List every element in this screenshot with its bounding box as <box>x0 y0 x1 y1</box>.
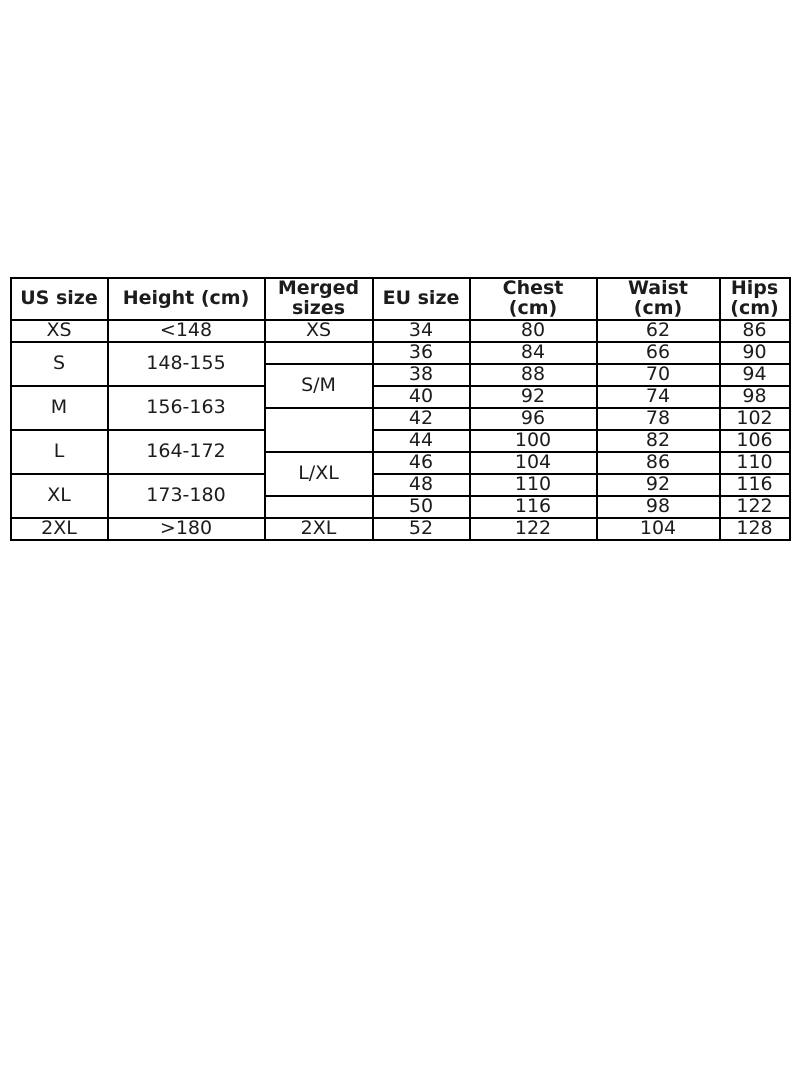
cell-hips: 94 <box>718 362 791 387</box>
cell-chest: 80 <box>468 318 598 343</box>
column-header-height: Height (cm) <box>106 277 266 321</box>
table-row: L/XL 46 104 86 110 <box>11 450 791 497</box>
cell-merged-size-group: S/M <box>263 362 374 409</box>
cell-hips: 98 <box>718 384 791 409</box>
cell-waist: 70 <box>595 362 721 387</box>
column-header-eu-size: EU size <box>371 277 471 321</box>
cell-us-size-group: M <box>9 384 109 431</box>
cell-chest: 122 <box>468 516 598 541</box>
cell-eu-size: 52 <box>371 516 471 541</box>
cell-chest: 110 <box>468 472 598 497</box>
cell-chest: 96 <box>468 406 598 431</box>
cell-us-size-group: XL <box>9 472 109 519</box>
cell-merged-size-group: 2XL <box>263 516 374 541</box>
table-row: 42 96 78 102 <box>11 406 791 453</box>
cell-height-group: >180 <box>106 516 266 541</box>
cell-hips: 116 <box>718 472 791 497</box>
cell-chest: 116 <box>468 494 598 519</box>
table-row: XL 173-180 48 110 92 116 <box>9 472 791 519</box>
cell-waist: 78 <box>595 406 721 431</box>
table-row: XS <148 XS 34 80 62 86 <box>9 318 791 343</box>
cell-us-size-group: 2XL <box>9 516 109 541</box>
cell-waist: 92 <box>595 472 721 497</box>
column-header-chest: Chest (cm) <box>468 277 598 321</box>
table-row: 50 116 98 122 <box>11 494 791 519</box>
cell-eu-size: 40 <box>371 384 471 409</box>
cell-waist: 86 <box>595 450 721 475</box>
cell-hips: 102 <box>718 406 791 431</box>
cell-height-group: 164-172 <box>106 428 266 475</box>
cell-chest: 104 <box>468 450 598 475</box>
cell-eu-size: 46 <box>371 450 471 475</box>
cell-waist: 66 <box>595 340 721 365</box>
cell-waist: 98 <box>595 494 721 519</box>
cell-hips: 122 <box>718 494 791 519</box>
table-row: L 164-172 44 100 82 106 <box>9 428 791 475</box>
cell-height-group: 156-163 <box>106 384 266 431</box>
cell-height-group: <148 <box>106 318 266 343</box>
cell-height-group: 148-155 <box>106 340 266 387</box>
cell-us-size-group: XS <box>9 318 109 343</box>
cell-waist: 62 <box>595 318 721 343</box>
cell-height-group: 173-180 <box>106 472 266 519</box>
cell-hips: 110 <box>718 450 791 475</box>
cell-merged-size-group <box>263 494 374 519</box>
cell-eu-size: 34 <box>371 318 471 343</box>
table-row: S 148-155 36 84 66 90 <box>9 340 791 387</box>
cell-hips: 90 <box>718 340 791 365</box>
cell-eu-size: 50 <box>371 494 471 519</box>
cell-eu-size: 44 <box>371 428 471 453</box>
cell-eu-size: 36 <box>371 340 471 365</box>
column-header-waist: Waist (cm) <box>595 277 721 321</box>
column-header-hips: Hips (cm) <box>718 277 791 321</box>
table-header: US size Height (cm) Merged sizes EU size… <box>9 277 791 321</box>
cell-chest: 88 <box>468 362 598 387</box>
table-body: XS <148 XS 34 80 62 86 S 148-155 36 84 6… <box>9 318 791 541</box>
cell-us-size-group: L <box>9 428 109 475</box>
column-header-us-size: US size <box>9 277 109 321</box>
cell-hips: 106 <box>718 428 791 453</box>
size-chart-table: US size Height (cm) Merged sizes EU size… <box>9 277 791 541</box>
cell-hips: 86 <box>718 318 791 343</box>
cell-us-size-group: S <box>9 340 109 387</box>
cell-eu-size: 38 <box>371 362 471 387</box>
cell-eu-size: 42 <box>371 406 471 431</box>
table-row: 2XL >180 2XL 52 122 104 128 <box>9 516 791 541</box>
cell-chest: 84 <box>468 340 598 365</box>
cell-chest: 92 <box>468 384 598 409</box>
cell-waist: 104 <box>595 516 721 541</box>
table-row: S/M 38 88 70 94 <box>11 362 791 409</box>
cell-merged-size-group: XS <box>263 318 374 343</box>
table-row: M 156-163 40 92 74 98 <box>9 384 791 431</box>
cell-merged-size-group <box>263 340 374 365</box>
header-row: US size Height (cm) Merged sizes EU size… <box>9 277 791 321</box>
cell-merged-size-group: L/XL <box>263 450 374 497</box>
cell-eu-size: 48 <box>371 472 471 497</box>
cell-waist: 74 <box>595 384 721 409</box>
cell-waist: 82 <box>595 428 721 453</box>
cell-merged-size-group <box>263 406 374 453</box>
cell-chest: 100 <box>468 428 598 453</box>
column-header-merged-sizes: Merged sizes <box>263 277 374 321</box>
cell-hips: 128 <box>718 516 791 541</box>
